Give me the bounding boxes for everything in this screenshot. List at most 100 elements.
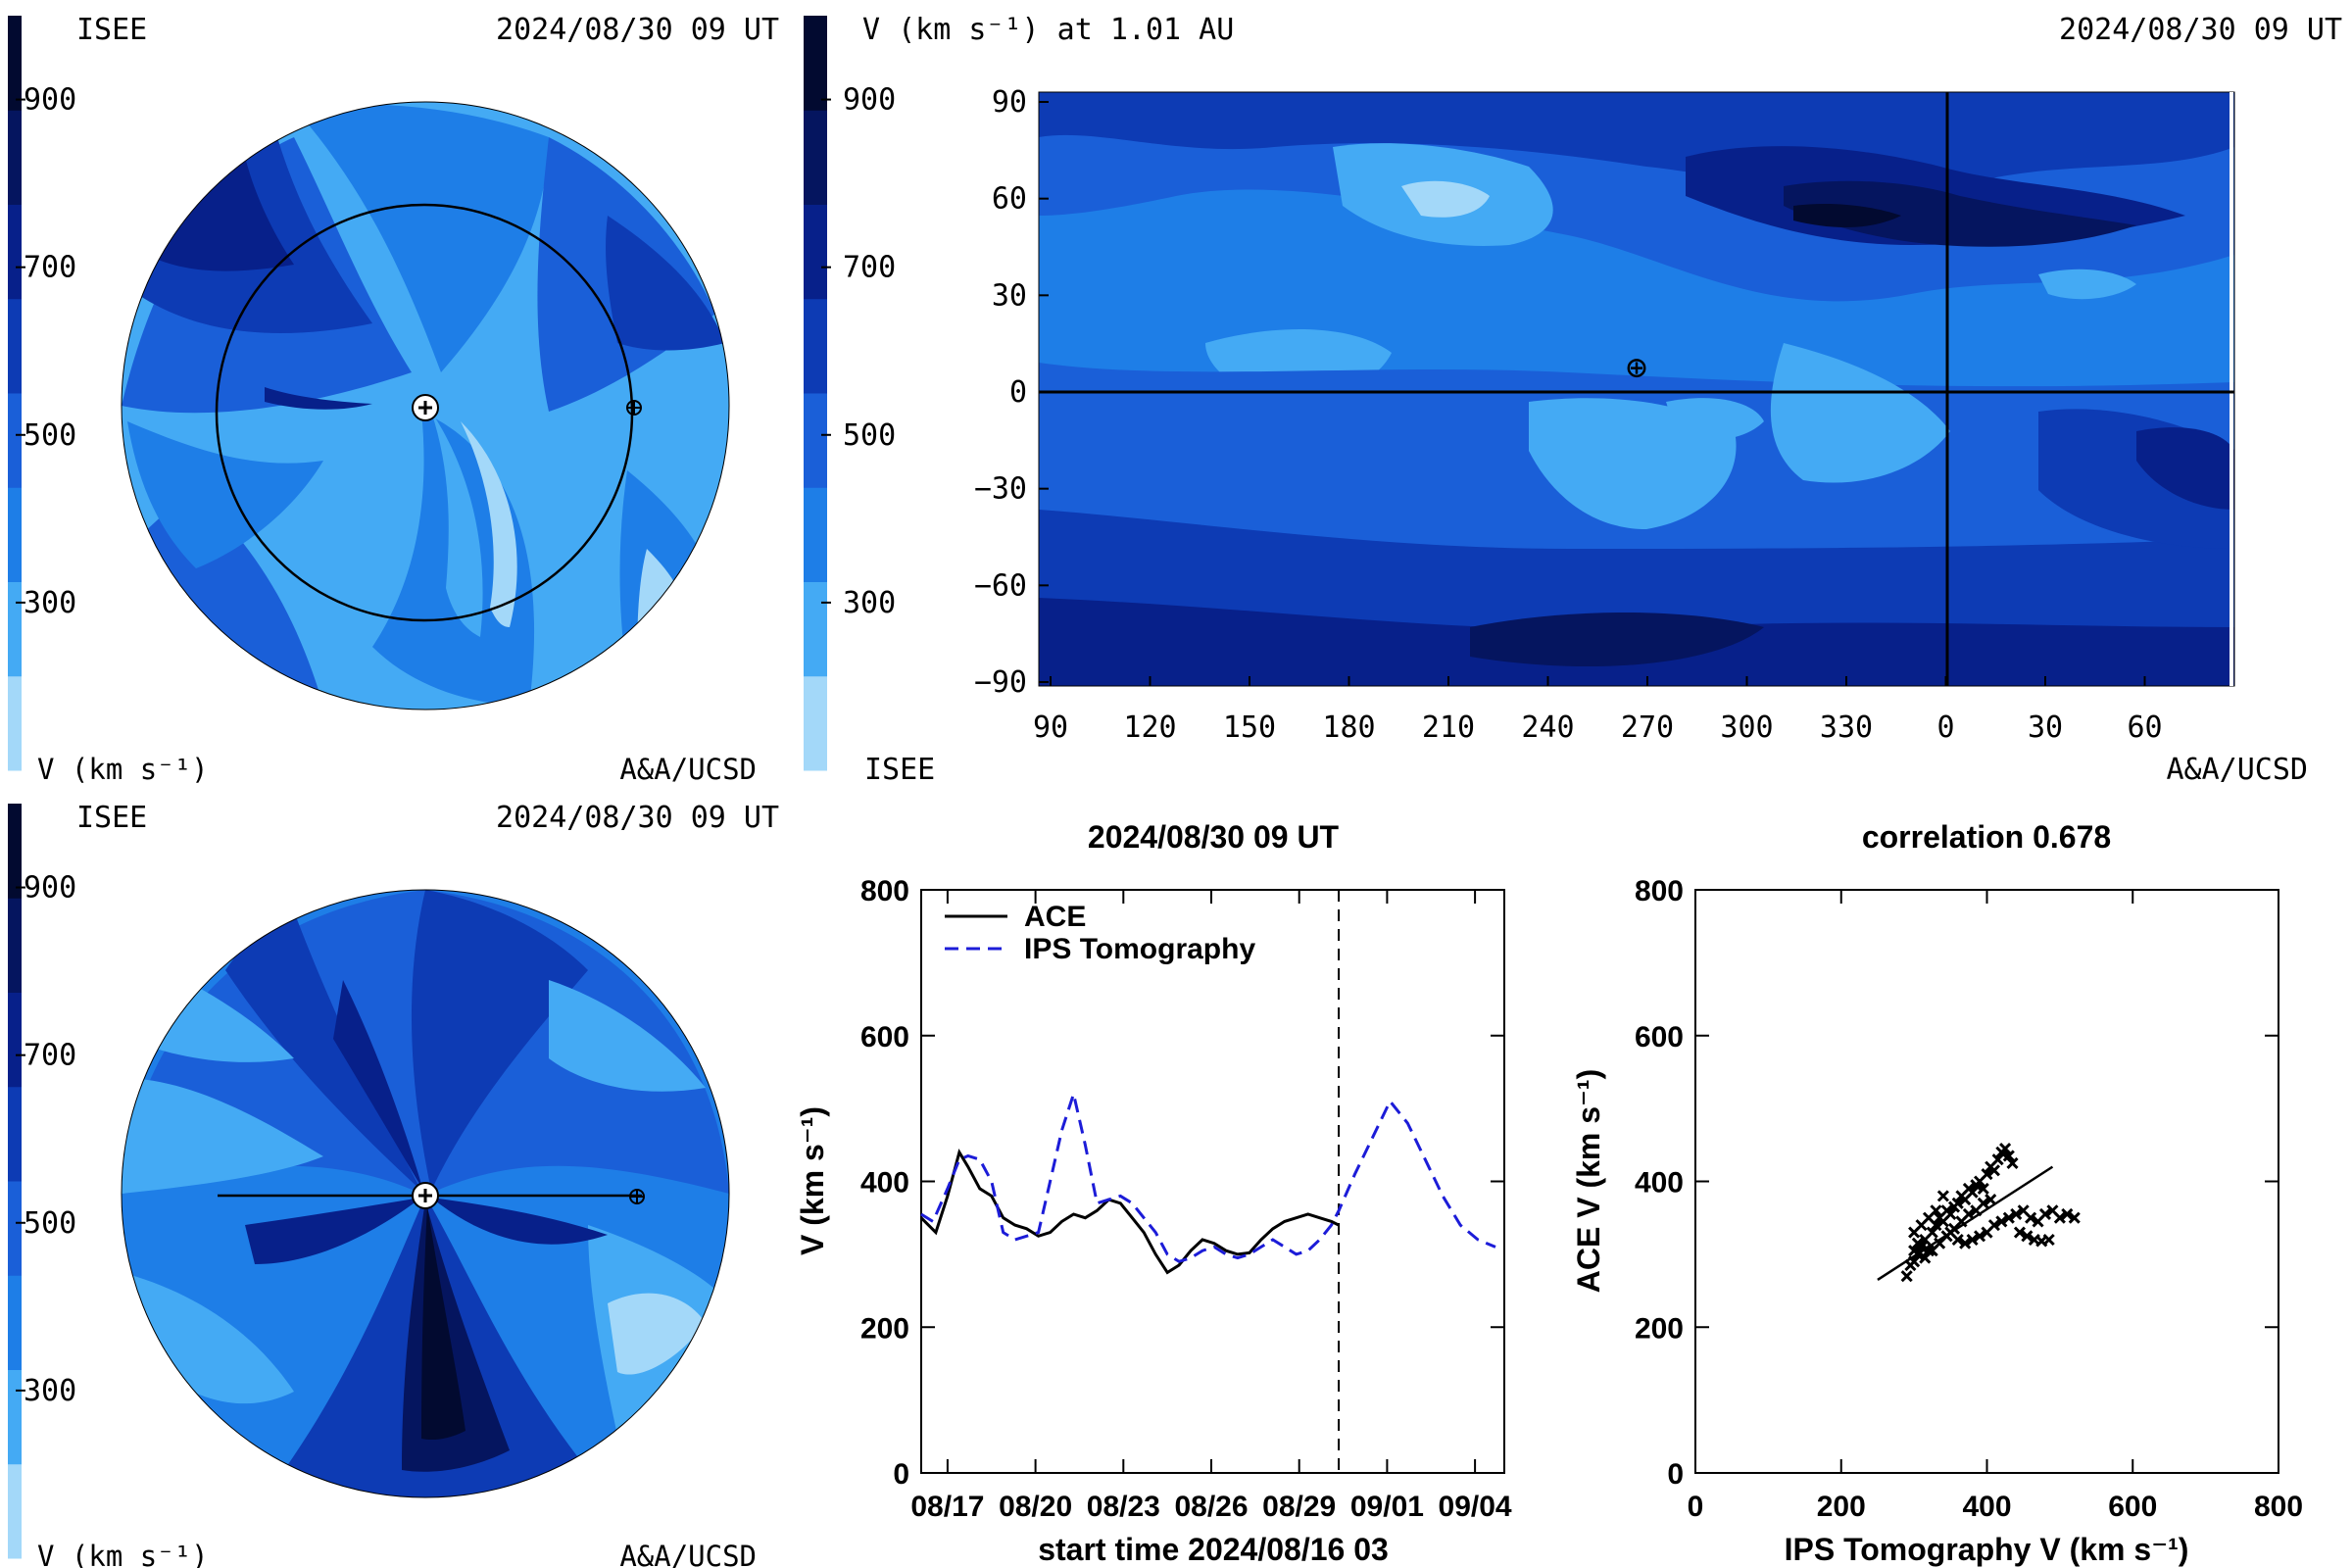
map-y-tick-label: −30 <box>974 472 1027 507</box>
scatter-point <box>1995 1215 2008 1228</box>
scatter-point <box>1987 1164 2001 1177</box>
map-x-ticks: 90 120 150 180 210 240 270 300 330 0 30 60 <box>1033 676 2163 745</box>
map-y-tick-label: 60 <box>992 182 1027 217</box>
scatter-point <box>2038 1207 2052 1221</box>
colorbar-segment <box>804 393 827 488</box>
map-x-tick-label: 210 <box>1422 710 1475 745</box>
scatter-point <box>1977 1182 1989 1196</box>
colorbar-segment <box>8 110 22 205</box>
map-x-tick-label: 90 <box>1033 710 1068 745</box>
scatter-point <box>1951 1197 1964 1209</box>
colorbar-segment <box>8 1275 22 1370</box>
timestamp-bottom-left: 2024/08/30 09 UT <box>496 801 779 835</box>
ts-y-tick-label: 400 <box>860 1167 909 1200</box>
map-y-tick-label: 30 <box>992 278 1027 313</box>
scatter-point <box>1966 1233 1979 1247</box>
colorbar-segment <box>804 204 827 300</box>
credit-bottom-left: A&A/UCSD <box>619 1540 757 1568</box>
scatter-point <box>1944 1207 1957 1221</box>
scatter-x-label: IPS Tomography V (km s⁻¹) <box>1785 1532 2189 1567</box>
scatter-point <box>1999 1142 2012 1155</box>
label-isee-top-left: ISEE <box>76 13 147 47</box>
scatter-point <box>1984 1194 1997 1206</box>
map-x-tick-label: 30 <box>2028 710 2063 745</box>
colorbar-tick-label: 900 <box>24 871 76 906</box>
earth-marker-bottom-left <box>629 1189 645 1204</box>
sc-x-tick-label: 600 <box>2108 1491 2157 1523</box>
scatter-point <box>1936 1190 1949 1202</box>
timeseries-frame <box>920 889 1505 1474</box>
colorbar-segment <box>8 1369 22 1465</box>
timeseries-series <box>919 1088 1496 1275</box>
series-line-ace <box>919 1149 1340 1275</box>
ts-y-tick-label: 800 <box>860 875 909 907</box>
scatter-point <box>1922 1245 1936 1257</box>
colorbar-segment <box>804 110 827 205</box>
bottom-left-panel: 900 700 500 300 ISEE 2024/08/30 09 UT V (km… <box>8 801 779 1568</box>
scatter-points <box>1877 1142 2081 1283</box>
sc-y-tick-label: 600 <box>1635 1021 1684 1054</box>
map-x-tick-label: 330 <box>1820 710 1873 745</box>
scatter-point <box>1981 1167 1993 1181</box>
map-y-tick-label: −60 <box>974 568 1027 603</box>
series-line-ips-tomography <box>920 1088 1496 1263</box>
colorbar-segment <box>8 898 22 993</box>
colorbar-tick-label: 700 <box>24 251 76 285</box>
timeseries-axes: 0 200 400 600 800 08/17 08/20 08/23 08/26 08/29 09… <box>860 875 1512 1523</box>
colorbar-tick-label: 900 <box>24 83 76 118</box>
ts-y-tick-label: 0 <box>893 1458 909 1491</box>
map-y-tick-label: 90 <box>992 85 1027 120</box>
colorbar-tick-label: 300 <box>24 586 76 620</box>
sc-y-tick-label: 800 <box>1635 875 1684 907</box>
ts-x-tick-label: 08/23 <box>1087 1491 1160 1523</box>
earth-orbit-circle <box>215 203 634 622</box>
colorbar-segment <box>8 298 22 394</box>
lat-long-speed-map <box>1039 92 2234 686</box>
colorbar-tick-label: 300 <box>843 586 896 620</box>
colorbar-segment <box>804 675 827 771</box>
scatter-point <box>2042 1233 2055 1247</box>
scatter-point <box>1900 1270 1913 1283</box>
map-title: V (km s⁻¹) at 1.01 AU <box>862 13 1234 47</box>
scatter-point <box>2002 1211 2015 1224</box>
credit-ucsd-top-right: A&A/UCSD <box>2167 753 2309 787</box>
map-y-ticks: 90 60 30 0 −30 −60 −90 <box>974 85 1049 700</box>
unit-label-bottom-left: V (km s⁻¹) <box>37 1540 209 1568</box>
colorbar-tick-label: 300 <box>24 1374 76 1408</box>
colorbar-ticks-top-left: 900 700 500 300 <box>8 16 76 771</box>
ts-x-tick-label: 09/04 <box>1439 1491 1512 1523</box>
colorbar-segment <box>8 16 22 111</box>
scatter-point <box>2061 1207 2074 1221</box>
top-left-panel: 900 700 500 300 ISEE 2024/08/30 09 UT V (km… <box>8 13 779 786</box>
timeseries-legend: ACE IPS Tomography <box>945 901 1255 965</box>
colorbar-segment <box>804 581 827 677</box>
colorbar-tick-label: 700 <box>843 251 896 285</box>
sc-x-tick-label: 0 <box>1688 1491 1704 1523</box>
map-x-tick-label: 120 <box>1123 710 1176 745</box>
ts-y-tick-label: 600 <box>860 1021 909 1054</box>
scatter-point <box>2010 1207 2023 1221</box>
fit-line <box>1877 1165 2054 1281</box>
timestamp-top-left: 2024/08/30 09 UT <box>496 13 779 47</box>
colorbar-tick-label: 700 <box>24 1039 76 1073</box>
scatter-point <box>1959 1237 1972 1250</box>
sun-marker-bottom-left <box>412 1182 439 1209</box>
scatter-panel: correlation 0.678 0 200 400 600 800 0 200 400 60… <box>1571 819 2303 1567</box>
map-x-tick-label: 150 <box>1223 710 1276 745</box>
colorbar-segment <box>8 1086 22 1182</box>
ts-x-tick-label: 09/01 <box>1350 1491 1424 1523</box>
map-x-tick-label: 60 <box>2127 710 2162 745</box>
sun-marker-top-left <box>412 394 439 421</box>
sc-y-tick-label: 0 <box>1667 1458 1684 1491</box>
scatter-point <box>1966 1186 1979 1199</box>
timeseries-y-label: V (km s⁻¹) <box>795 1106 830 1255</box>
colorbar-segment <box>8 804 22 899</box>
colorbar-segment <box>804 16 827 111</box>
scatter-title: correlation 0.678 <box>1862 819 2111 855</box>
ts-x-tick-label: 08/20 <box>999 1491 1072 1523</box>
colorbar-segment <box>804 298 827 394</box>
ts-x-tick-label: 08/17 <box>910 1491 984 1523</box>
timestamp-top-right: 2024/08/30 09 UT <box>2059 13 2342 47</box>
sc-x-tick-label: 200 <box>1817 1491 1866 1523</box>
colorbar-segment <box>8 1463 22 1559</box>
